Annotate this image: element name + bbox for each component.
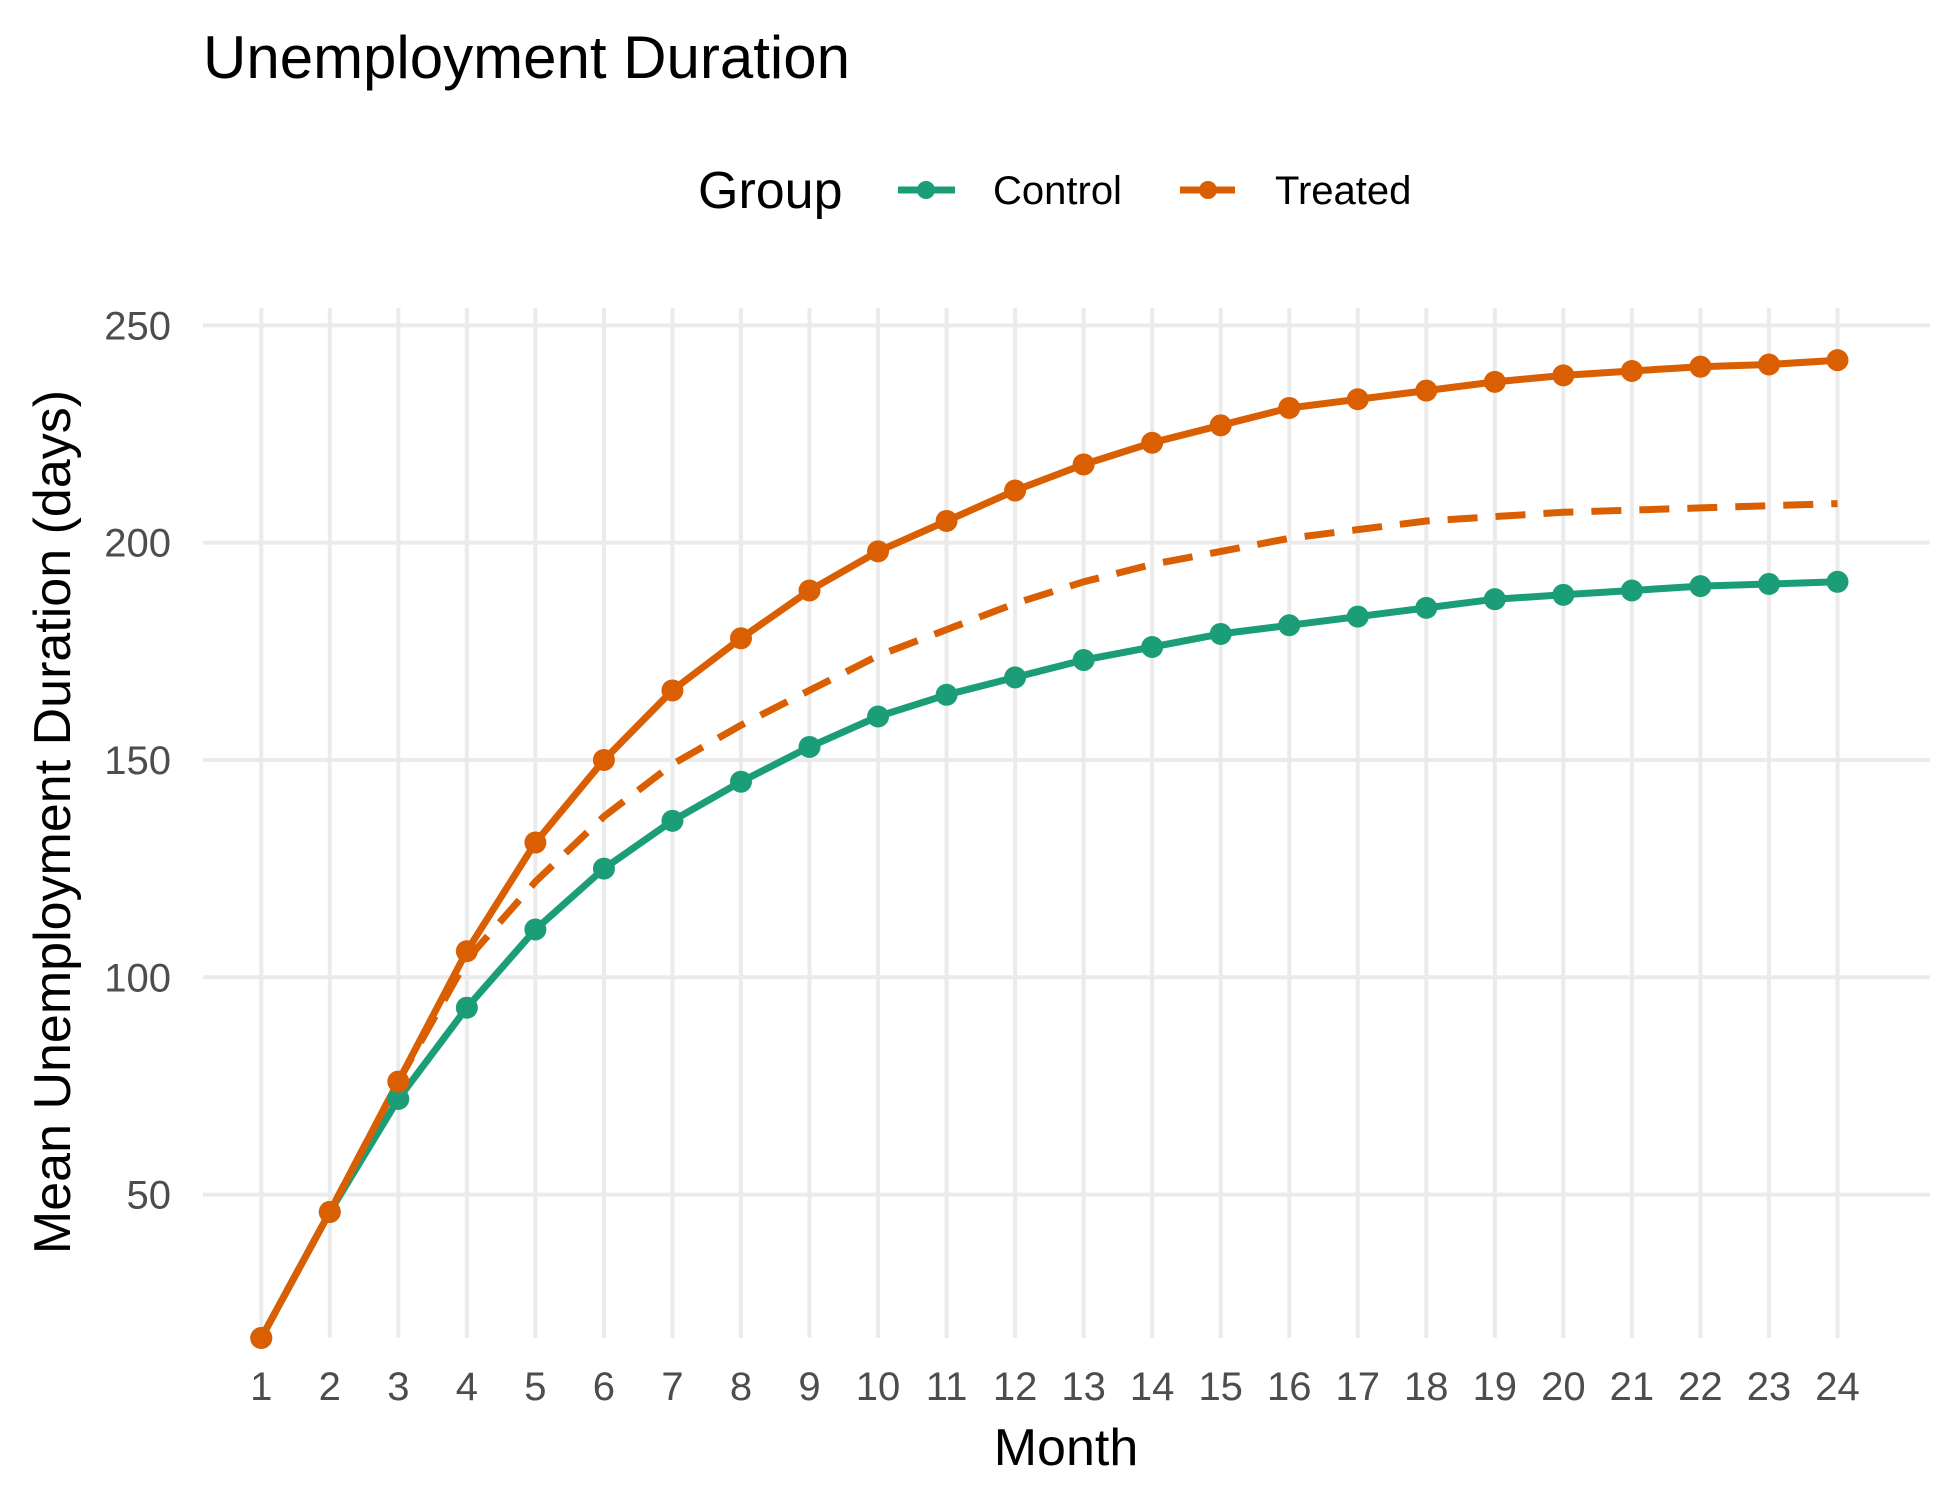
data-point-control — [1072, 649, 1095, 672]
x-tick-label: 22 — [1678, 1365, 1723, 1409]
data-point-treated — [455, 940, 478, 963]
data-point-treated — [661, 679, 684, 702]
data-point-control — [1141, 635, 1164, 658]
x-tick-label: 13 — [1061, 1365, 1106, 1409]
x-tick-label: 6 — [593, 1365, 615, 1409]
x-tick-label: 12 — [993, 1365, 1038, 1409]
x-tick-label: 23 — [1747, 1365, 1792, 1409]
data-point-control — [935, 683, 958, 706]
data-point-treated — [1415, 379, 1438, 402]
x-tick-label: 3 — [387, 1365, 409, 1409]
x-tick-labels: 1 2 3 4 5 6 7 8 9 10 11 12 13 14 15 16 17 18 19 20 21 22 23 24 — [250, 1365, 1860, 1409]
x-tick-label: 14 — [1130, 1365, 1175, 1409]
data-point-control — [661, 809, 684, 832]
legend: Group Control Treated — [698, 162, 1411, 220]
data-point-treated — [1689, 355, 1712, 378]
y-tick-labels: 50 100 150 200 250 — [104, 304, 171, 1217]
x-tick-label: 11 — [926, 1365, 968, 1409]
series-line-treated — [258, 356, 1838, 1340]
data-point-treated — [935, 509, 958, 532]
data-point-control — [1483, 588, 1506, 611]
y-tick-label: 100 — [104, 956, 171, 1000]
x-tick-label: 10 — [856, 1365, 901, 1409]
data-point-treated — [1757, 353, 1780, 376]
data-point-treated — [1004, 479, 1027, 502]
series-line-treated-dashed — [258, 500, 1838, 1340]
data-point-control — [524, 918, 547, 941]
x-tick-label: 7 — [661, 1365, 683, 1409]
legend-label-treated: Treated — [1275, 169, 1411, 213]
data-point-control — [1826, 570, 1849, 593]
data-point-treated — [524, 831, 547, 854]
x-tick-label: 15 — [1198, 1365, 1243, 1409]
data-point-treated — [1072, 453, 1095, 476]
data-point-control — [1689, 575, 1712, 598]
legend-key-control-marker — [917, 181, 935, 199]
data-point-treated — [1620, 360, 1643, 383]
x-tick-label: 2 — [319, 1365, 341, 1409]
data-point-treated — [1278, 396, 1301, 419]
legend-key-treated-marker — [1199, 181, 1217, 199]
data-point-control — [1209, 622, 1232, 645]
x-tick-label: 18 — [1404, 1365, 1449, 1409]
data-point-treated — [1483, 370, 1506, 393]
x-tick-label: 19 — [1473, 1365, 1518, 1409]
legend-title: Group — [698, 162, 843, 220]
x-tick-label: 17 — [1336, 1365, 1381, 1409]
data-point-control — [798, 735, 821, 758]
series-layer — [250, 349, 1849, 1349]
x-tick-label: 4 — [456, 1365, 478, 1409]
x-axis-title: Month — [994, 1419, 1139, 1477]
data-point-treated — [1826, 349, 1849, 372]
data-point-treated — [729, 627, 752, 650]
x-tick-label: 24 — [1815, 1365, 1860, 1409]
y-tick-label: 150 — [104, 739, 171, 783]
x-tick-label: 21 — [1610, 1365, 1655, 1409]
x-tick-label: 5 — [524, 1365, 546, 1409]
data-point-control — [455, 996, 478, 1019]
data-point-control — [387, 1087, 410, 1110]
x-tick-label: 9 — [798, 1365, 820, 1409]
data-point-control — [867, 705, 890, 728]
legend-label-control: Control — [993, 169, 1122, 213]
data-point-treated — [250, 1327, 273, 1349]
data-point-control — [1278, 614, 1301, 637]
x-tick-label: 16 — [1267, 1365, 1312, 1409]
data-point-treated — [1141, 431, 1164, 454]
x-tick-label: 1 — [250, 1365, 272, 1409]
x-tick-label: 20 — [1541, 1365, 1586, 1409]
y-tick-label: 50 — [127, 1174, 172, 1218]
data-point-treated — [592, 748, 615, 771]
data-point-control — [729, 770, 752, 793]
y-axis-title: Mean Unemployment Duration (days) — [24, 390, 82, 1254]
data-point-treated — [1209, 414, 1232, 437]
x-tick-label: 8 — [730, 1365, 752, 1409]
data-point-control — [592, 857, 615, 880]
data-point-control — [1620, 579, 1643, 602]
data-point-control — [1757, 572, 1780, 595]
data-point-treated — [867, 540, 890, 563]
y-tick-label: 250 — [104, 304, 171, 348]
data-point-treated — [387, 1070, 410, 1093]
data-point-control — [1552, 583, 1575, 606]
data-point-treated — [1346, 388, 1369, 411]
y-tick-label: 200 — [104, 522, 171, 566]
data-point-treated — [318, 1200, 341, 1223]
data-point-control — [1346, 605, 1369, 628]
chart-title: Unemployment Duration — [203, 24, 850, 91]
data-point-treated — [1552, 364, 1575, 387]
series-line-control — [258, 578, 1838, 1340]
data-point-control — [1415, 596, 1438, 619]
data-point-treated — [798, 579, 821, 602]
data-point-control — [1004, 666, 1027, 689]
